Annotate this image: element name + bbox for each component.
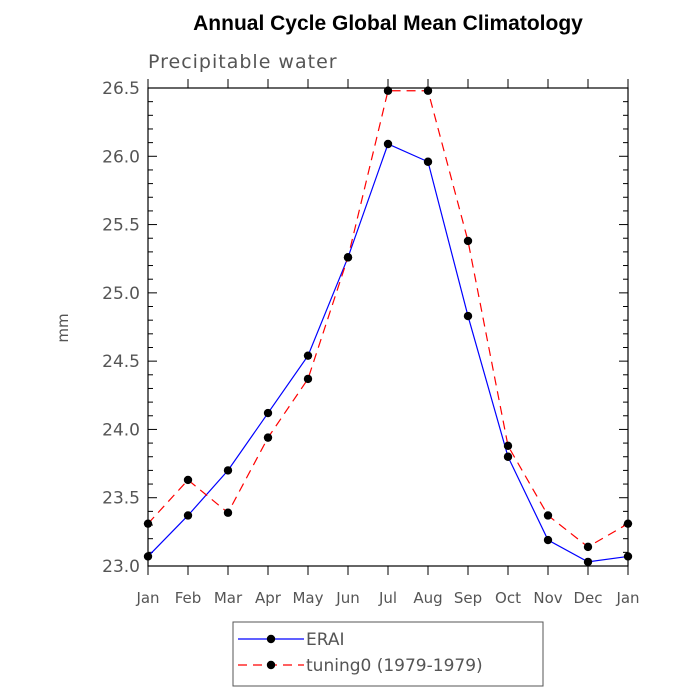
- data-point-erai: [183, 511, 193, 520]
- data-point-erai: [543, 535, 553, 545]
- data-point-erai: [623, 552, 633, 561]
- series-line-tuning0: [147, 90, 629, 548]
- y-tick-label: 25.0: [102, 284, 140, 304]
- data-point-tuning0: [143, 519, 153, 528]
- y-tick-label: 23.0: [102, 557, 140, 577]
- x-tick-label: Jan: [135, 589, 159, 607]
- data-point-tuning0: [223, 508, 233, 517]
- x-tick-label: Mar: [214, 589, 243, 607]
- data-point-tuning0: [583, 542, 593, 552]
- legend-box: [232, 621, 544, 687]
- data-point-tuning0: [543, 511, 553, 520]
- legend-marker-erai: [266, 634, 276, 644]
- x-tick-label: Apr: [255, 589, 282, 607]
- plot-frame: [147, 87, 629, 567]
- data-point-tuning0: [423, 86, 433, 95]
- y-tick-label: 24.0: [102, 420, 140, 440]
- x-tick-label: Jun: [335, 589, 359, 607]
- data-point-erai: [223, 466, 233, 475]
- y-tick-label: 24.5: [102, 352, 140, 372]
- x-tick-label: Dec: [573, 589, 602, 607]
- chart-subtitle: Precipitable water: [148, 51, 338, 73]
- data-point-erai: [383, 139, 393, 149]
- x-tick-label: Sep: [454, 589, 482, 607]
- y-axis-label: mm: [54, 313, 72, 342]
- data-point-erai: [503, 452, 513, 461]
- legend-label-tuning0: tuning0 (1979-1979): [306, 656, 483, 676]
- data-point-erai: [143, 552, 153, 561]
- series-line-erai: [147, 143, 629, 563]
- data-point-tuning0: [343, 253, 353, 262]
- data-point-tuning0: [503, 441, 513, 451]
- data-point-erai: [263, 408, 273, 418]
- x-tick-label: Nov: [533, 589, 562, 607]
- x-tick-label: May: [292, 589, 323, 607]
- legend: ERAI tuning0 (1979-1979): [232, 621, 544, 687]
- legend-label-erai: ERAI: [306, 630, 345, 650]
- data-point-tuning0: [383, 86, 393, 95]
- x-tick-label: Jul: [378, 589, 397, 607]
- data-point-tuning0: [623, 519, 633, 528]
- data-point-tuning0: [263, 433, 273, 442]
- data-point-tuning0: [303, 374, 313, 384]
- data-point-tuning0: [183, 475, 193, 485]
- x-tick-label: Aug: [413, 589, 442, 607]
- x-tick-label: Jan: [615, 589, 639, 607]
- chart-title: Annual Cycle Global Mean Climatology: [193, 12, 583, 35]
- x-tick-label: Feb: [175, 589, 202, 607]
- data-point-tuning0: [463, 236, 473, 246]
- data-point-erai: [463, 311, 473, 321]
- data-point-erai: [423, 157, 433, 166]
- x-tick-label: Oct: [495, 589, 521, 607]
- plot-area: 23.0 23.5 24.0 24.5 25.0 25.5 26.0 26.5 Jan Feb Ma…: [102, 79, 640, 607]
- data-point-erai: [583, 557, 593, 567]
- y-tick-label: 25.5: [102, 216, 140, 236]
- y-tick-label: 26.5: [102, 79, 140, 99]
- y-tick-label: 23.5: [102, 489, 140, 509]
- y-tick-label: 26.0: [102, 147, 140, 167]
- legend-marker-tuning0: [266, 660, 276, 670]
- data-point-erai: [303, 351, 313, 360]
